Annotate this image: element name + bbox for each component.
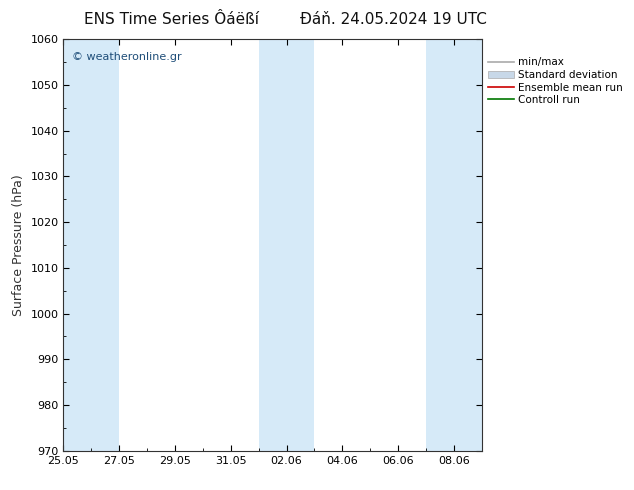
- Y-axis label: Surface Pressure (hPa): Surface Pressure (hPa): [12, 174, 25, 316]
- Bar: [426, 39, 454, 451]
- Text: © weatheronline.gr: © weatheronline.gr: [72, 51, 181, 62]
- Bar: [91, 39, 119, 451]
- Bar: [287, 39, 314, 451]
- Bar: [63, 39, 91, 451]
- Text: ENS Time Series Ôáëßí: ENS Time Series Ôáëßí: [84, 12, 259, 27]
- Bar: [259, 39, 287, 451]
- Bar: [454, 39, 482, 451]
- Legend: min/max, Standard deviation, Ensemble mean run, Controll run: min/max, Standard deviation, Ensemble me…: [484, 54, 626, 108]
- Text: Đáň. 24.05.2024 19 UTC: Đáň. 24.05.2024 19 UTC: [300, 12, 486, 27]
